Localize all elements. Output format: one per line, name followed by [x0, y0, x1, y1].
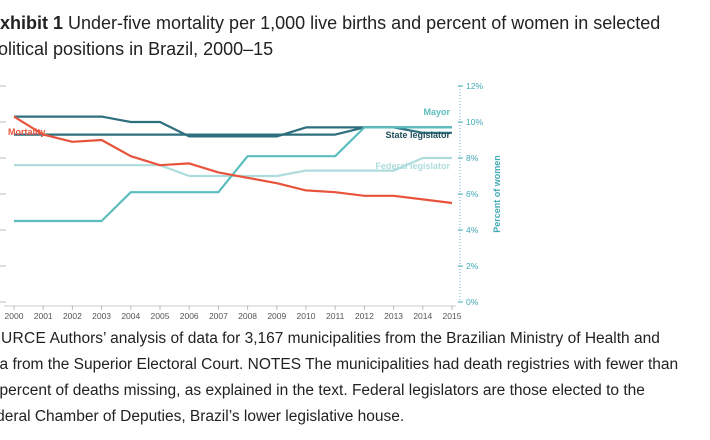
- x-tick-label: 2013: [384, 311, 403, 321]
- series-line-mortality: [13, 115, 453, 205]
- right-tick-label: 8%: [466, 153, 479, 163]
- series-label-mortality: Mortality: [8, 127, 46, 137]
- series-label-mayor: Mayor: [423, 107, 450, 117]
- source-label: SOURCE: [0, 330, 47, 347]
- x-tick-label: 2000: [5, 311, 24, 321]
- right-tick-label: 12%: [466, 81, 483, 91]
- right-tick-label: 2%: [466, 261, 479, 271]
- series-label-state-legislator: State legislator: [385, 130, 450, 140]
- chart-title: Exhibit 1 Under-five mortality per 1,000…: [0, 10, 710, 62]
- x-tick-label: 2003: [92, 311, 111, 321]
- notes-line-2: data from the Superior Electoral Court. …: [0, 356, 679, 373]
- x-tick-label: 2012: [355, 311, 374, 321]
- right-tick-label: 6%: [466, 189, 479, 199]
- right-tick-label: 10%: [466, 117, 483, 127]
- notes-line-3: 10 percent of deaths missing, as explain…: [0, 382, 645, 399]
- x-tick-label: 2006: [180, 311, 199, 321]
- x-tick-label: 2015: [443, 311, 462, 321]
- series-label-federal-legislator: Federal legislator: [375, 161, 450, 171]
- notes-line-4: Federal Chamber of Deputies, Brazil’s lo…: [0, 408, 405, 425]
- line-chart: 0%2%4%6%8%10%12%Percent of women 2000 200…: [0, 81, 502, 321]
- x-tick-label: 2002: [63, 311, 82, 321]
- x-tick-label: 2007: [209, 311, 228, 321]
- x-tick-label: 2004: [121, 311, 140, 321]
- x-tick-label: 2009: [267, 311, 286, 321]
- x-tick-label: 2008: [238, 311, 257, 321]
- series-lines: [13, 115, 453, 223]
- right-tick-label: 4%: [466, 225, 479, 235]
- right-axis: 0% 2% 4% 6% 8% 10% 12% Percent of women: [458, 81, 502, 307]
- notes-line-1: Authors’ analysis of data for 3,167 muni…: [46, 330, 660, 347]
- left-axis-ticks: [0, 85, 6, 303]
- title-line-2: political positions in Brazil, 2000–15: [0, 39, 274, 59]
- source-notes: SOURCE Authors’ analysis of data for 3,1…: [0, 326, 710, 430]
- right-tick-label: 0%: [466, 297, 479, 307]
- x-tick-label: 2010: [297, 311, 316, 321]
- title-line-1: Under-five mortality per 1,000 live birt…: [63, 13, 661, 33]
- x-tick-label: 2014: [413, 311, 432, 321]
- exhibit-label: Exhibit 1: [0, 13, 64, 33]
- right-axis-title: Percent of women: [492, 155, 502, 233]
- x-tick-label: 2005: [151, 311, 170, 321]
- series-labels: Mayor State legislator Federal legislator M…: [8, 107, 450, 171]
- x-tick-label: 2001: [34, 311, 53, 321]
- x-tick-label: 2011: [326, 311, 345, 321]
- x-axis: 2000 2001 2002 2003 2004 2005 2006 2007 2008 2009…: [4, 305, 462, 321]
